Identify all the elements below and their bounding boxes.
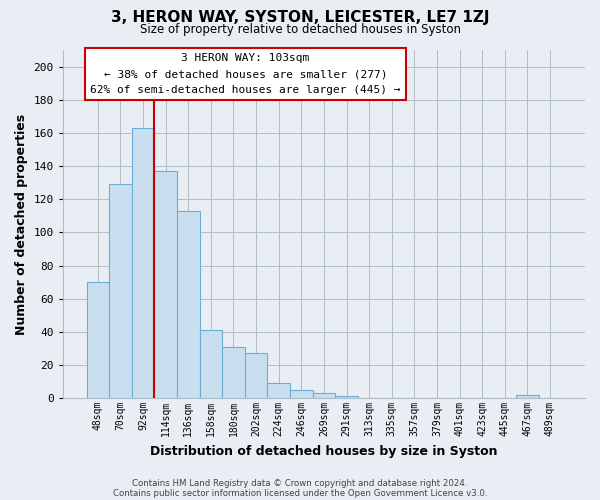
Text: Contains public sector information licensed under the Open Government Licence v3: Contains public sector information licen… bbox=[113, 488, 487, 498]
Bar bbox=[132, 128, 154, 398]
Bar bbox=[335, 396, 358, 398]
Text: 3 HERON WAY: 103sqm
← 38% of detached houses are smaller (277)
62% of semi-detac: 3 HERON WAY: 103sqm ← 38% of detached ho… bbox=[91, 54, 401, 94]
Bar bbox=[245, 354, 268, 398]
Bar bbox=[177, 211, 200, 398]
Bar bbox=[86, 282, 109, 398]
Bar bbox=[154, 171, 177, 398]
Bar bbox=[313, 393, 335, 398]
Text: 3, HERON WAY, SYSTON, LEICESTER, LE7 1ZJ: 3, HERON WAY, SYSTON, LEICESTER, LE7 1ZJ bbox=[111, 10, 489, 25]
Bar bbox=[516, 395, 539, 398]
Bar bbox=[268, 383, 290, 398]
Bar bbox=[222, 346, 245, 398]
Text: Contains HM Land Registry data © Crown copyright and database right 2024.: Contains HM Land Registry data © Crown c… bbox=[132, 478, 468, 488]
Bar bbox=[290, 390, 313, 398]
Y-axis label: Number of detached properties: Number of detached properties bbox=[15, 114, 28, 334]
Bar bbox=[109, 184, 132, 398]
Bar bbox=[200, 330, 222, 398]
Text: Size of property relative to detached houses in Syston: Size of property relative to detached ho… bbox=[139, 22, 461, 36]
X-axis label: Distribution of detached houses by size in Syston: Distribution of detached houses by size … bbox=[150, 444, 497, 458]
